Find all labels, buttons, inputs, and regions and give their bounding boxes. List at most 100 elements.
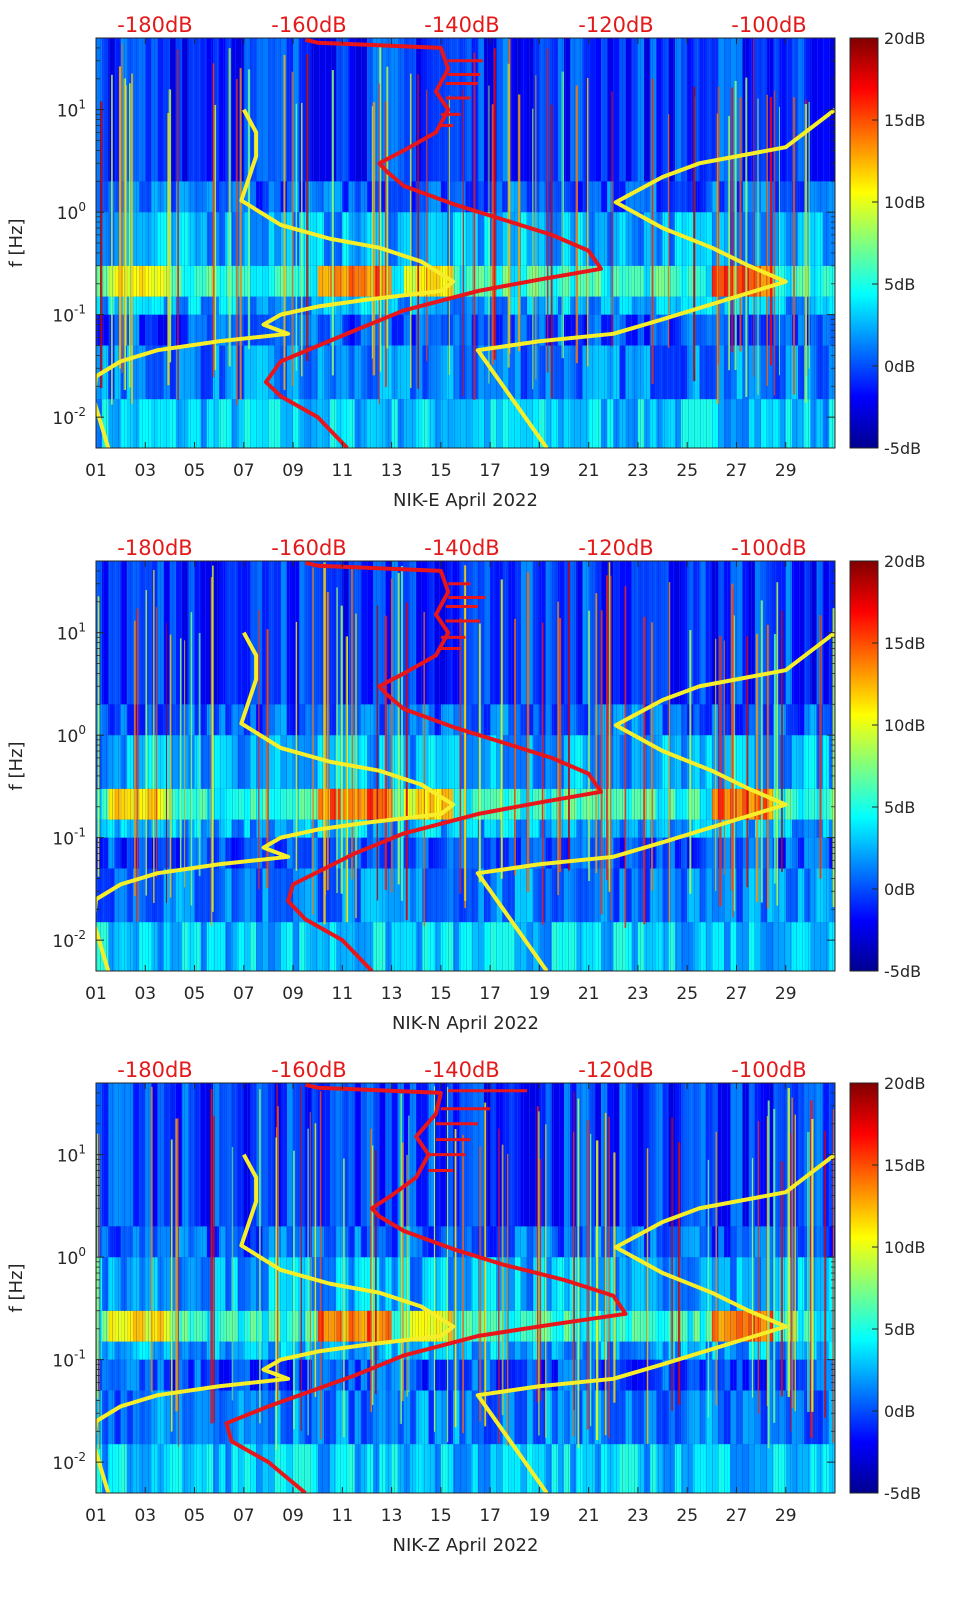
- top-db-scale-label: -160dB: [271, 1058, 346, 1082]
- x-tick-label: 11: [332, 1506, 354, 1526]
- x-tick-label: 13: [381, 984, 403, 1004]
- colorbar: [849, 1082, 879, 1494]
- x-tick-label: 03: [134, 461, 156, 481]
- top-db-scale-label: -140dB: [424, 1058, 499, 1082]
- x-tick-label: 15: [430, 1506, 452, 1526]
- x-tick-label: 17: [479, 984, 501, 1004]
- x-tick-label: 05: [184, 984, 206, 1004]
- noise-model-curve-high: [475, 1153, 835, 1493]
- x-tick-label: 13: [381, 461, 403, 481]
- spectrogram-heatmap: [96, 1083, 836, 1493]
- x-tick-label: 05: [184, 1506, 206, 1526]
- x-tick-label: 15: [430, 461, 452, 481]
- x-tick-label: 01: [85, 1506, 107, 1526]
- x-tick-label: 09: [282, 984, 304, 1004]
- top-db-scale-label: -140dB: [424, 536, 499, 560]
- x-tick-label: 27: [726, 461, 748, 481]
- colorbar-tick-label: 20dB: [884, 1074, 926, 1093]
- x-tick-label: 07: [233, 1506, 255, 1526]
- y-tick-label: 10-2: [52, 928, 86, 952]
- top-db-scale-label: -100dB: [731, 1058, 806, 1082]
- x-tick-label: 17: [479, 461, 501, 481]
- colorbar-tick-label: 10dB: [884, 193, 926, 212]
- x-tick-label: 23: [627, 1506, 649, 1526]
- x-axis-label: NIK-N April 2022: [392, 1013, 539, 1034]
- x-tick-label: 03: [134, 984, 156, 1004]
- y-tick-label: 101: [57, 1143, 86, 1167]
- spectrogram-heatmap: [96, 561, 836, 971]
- colorbar-tick-label: 15dB: [884, 111, 926, 130]
- top-db-scale-label: -140dB: [424, 13, 499, 37]
- x-tick-label: 07: [233, 984, 255, 1004]
- y-tick-label: 10-1: [52, 826, 86, 850]
- x-tick-label: 23: [627, 461, 649, 481]
- median-psd-curve: [224, 1083, 628, 1493]
- x-tick-label: 03: [134, 1506, 156, 1526]
- x-tick-label: 07: [233, 461, 255, 481]
- x-tick-label: 01: [85, 461, 107, 481]
- colorbar-tick-label: 10dB: [884, 1238, 926, 1257]
- x-tick-label: 13: [381, 1506, 403, 1526]
- noise-model-curve-low: [96, 631, 456, 971]
- colorbar-tick-label: 20dB: [884, 29, 926, 48]
- model-curves: [96, 38, 835, 448]
- y-tick-label: 101: [57, 98, 86, 122]
- x-tick-label: 21: [578, 461, 600, 481]
- top-db-scale-label: -120dB: [578, 536, 653, 560]
- x-tick-label: 21: [578, 984, 600, 1004]
- x-tick-label: 11: [332, 461, 354, 481]
- x-axis-label: NIK-E April 2022: [393, 490, 538, 511]
- top-db-scale-label: -160dB: [271, 13, 346, 37]
- y-tick-label: 101: [57, 621, 86, 645]
- x-tick-label: 21: [578, 1506, 600, 1526]
- y-tick-label: 10-2: [52, 405, 86, 429]
- panel-nik-e: 01 03 05 07 09 11 13 15 17 19 21 23 25 27 29 NIK-E Apri…: [6, 13, 926, 511]
- noise-model-curve-high: [475, 108, 835, 448]
- top-db-scale-label: -160dB: [271, 536, 346, 560]
- x-tick-label: 15: [430, 984, 452, 1004]
- x-tick-label: 11: [332, 984, 354, 1004]
- y-axis-label: f [Hz]: [6, 218, 27, 267]
- median-psd-curve: [263, 38, 603, 448]
- x-tick-label: 27: [726, 1506, 748, 1526]
- colorbar-tick-label: 20dB: [884, 552, 926, 571]
- x-tick-label: 09: [282, 1506, 304, 1526]
- y-tick-label: 10-2: [52, 1450, 86, 1474]
- x-tick-label: 25: [676, 461, 698, 481]
- noise-model-curve-high: [475, 631, 835, 971]
- noise-model-curve-low: [96, 1153, 456, 1493]
- colorbar: [849, 37, 879, 449]
- x-tick-label: 19: [529, 984, 551, 1004]
- panel-nik-n: 01 03 05 07 09 11 13 15 17 19 21 23 25 27 29 NIK-N Apri…: [6, 536, 926, 1034]
- colorbar-tick-label: -5dB: [884, 962, 921, 981]
- x-tick-label: 27: [726, 984, 748, 1004]
- top-db-scale-label: -180dB: [117, 13, 192, 37]
- x-tick-label: 19: [529, 1506, 551, 1526]
- median-psd-curve: [286, 561, 603, 971]
- y-tick-label: 10-1: [52, 1348, 86, 1372]
- colorbar-tick-label: 5dB: [884, 798, 915, 817]
- y-tick-label: 100: [57, 200, 86, 224]
- model-curves: [96, 1083, 835, 1493]
- x-tick-label: 23: [627, 984, 649, 1004]
- y-axis-label: f [Hz]: [6, 741, 27, 790]
- x-tick-label: 25: [676, 984, 698, 1004]
- colorbar: [849, 560, 879, 972]
- colorbar-tick-label: 5dB: [884, 275, 915, 294]
- x-tick-label: 09: [282, 461, 304, 481]
- top-db-scale-label: -180dB: [117, 536, 192, 560]
- top-db-scale-label: -100dB: [731, 13, 806, 37]
- x-tick-label: 25: [676, 1506, 698, 1526]
- top-db-scale-label: -120dB: [578, 13, 653, 37]
- top-db-scale-label: -120dB: [578, 1058, 653, 1082]
- y-tick-label: 10-1: [52, 303, 86, 327]
- y-tick-label: 100: [57, 1245, 86, 1269]
- x-tick-label: 01: [85, 984, 107, 1004]
- spectrogram-heatmap: [96, 38, 836, 448]
- x-tick-label: 29: [775, 984, 797, 1004]
- model-curves: [96, 561, 835, 971]
- colorbar-tick-label: -5dB: [884, 439, 921, 458]
- top-db-scale-label: -100dB: [731, 536, 806, 560]
- colorbar-tick-label: 0dB: [884, 1402, 915, 1421]
